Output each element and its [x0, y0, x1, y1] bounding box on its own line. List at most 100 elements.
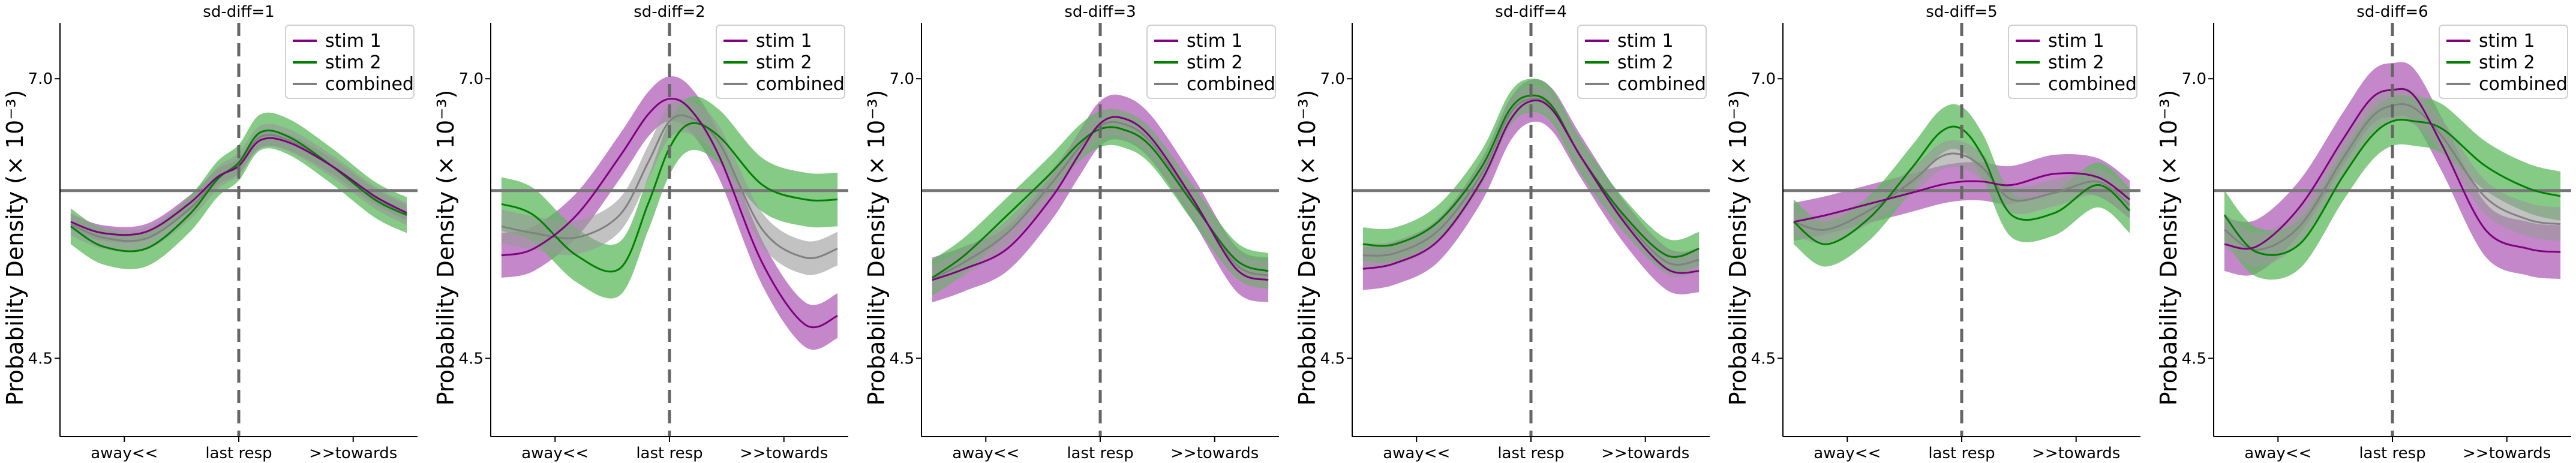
x-tick-label: last resp [1497, 444, 1564, 462]
legend-label-stim2: stim 2 [325, 52, 382, 73]
panel-title: sd-diff=1 [203, 3, 274, 21]
legend-label-stim1: stim 1 [1187, 31, 1243, 52]
y-axis-label: Probability Density (× 10⁻³) [1725, 90, 1751, 406]
confidence-bands [1362, 79, 1700, 294]
y-axis-label: Probability Density (× 10⁻³) [433, 90, 459, 406]
mean-lines [501, 98, 838, 329]
legend-label-stim1: stim 1 [2479, 31, 2535, 52]
panel-title: sd-diff=3 [1064, 3, 1136, 21]
x-tick-label: >>towards [309, 444, 397, 462]
legend-box [285, 25, 415, 99]
panel-title: sd-diff=4 [1495, 3, 1566, 21]
band-combined [2224, 87, 2561, 267]
legend-label-combined: combined [1187, 74, 1275, 95]
line-stim1 [501, 98, 838, 329]
legend-label-stim2: stim 2 [2048, 52, 2104, 73]
legend-label-stim2: stim 2 [1187, 52, 1243, 73]
x-tick-label: away<< [1383, 444, 1450, 462]
x-tick-label: last resp [205, 444, 272, 462]
panel-3: sd-diff=3 7.0 4.5 away<< last resp >>towards P… [863, 3, 1279, 462]
y-tick-label: 4.5 [1751, 350, 1776, 368]
panel-1: sd-diff=1 7.0 4.5 away<< last resp >>towards P… [2, 3, 418, 462]
band-combined [1793, 140, 2130, 243]
legend-label-stim2: stim 2 [1617, 52, 1674, 73]
y-axis-label: Probability Density (× 10⁻³) [1294, 90, 1320, 406]
x-tick-label: >>towards [2463, 444, 2551, 462]
band-combined [70, 124, 407, 252]
line-stim2 [501, 122, 838, 273]
x-tick-label: last resp [2359, 444, 2425, 462]
panel-title: sd-diff=6 [2356, 3, 2428, 21]
legend-label-combined: combined [325, 74, 414, 95]
y-tick-label: 7.0 [459, 70, 484, 88]
x-tick-label: >>towards [740, 444, 828, 462]
band-stim2 [1793, 104, 2130, 267]
legend-box [1146, 25, 1276, 99]
y-tick-label: 4.5 [1320, 350, 1345, 368]
band-stim1 [501, 76, 838, 350]
legend-label-stim1: stim 1 [325, 31, 382, 52]
legend-label-combined: combined [2048, 74, 2137, 95]
legend-label-stim1: stim 1 [2048, 31, 2104, 52]
y-axis-label: Probability Density (× 10⁻³) [2, 90, 28, 406]
panel-2: sd-diff=2 7.0 4.5 away<< last resp >>towards P… [433, 3, 848, 462]
line-stim1 [1362, 99, 1700, 274]
x-tick-label: away<< [1814, 444, 1881, 462]
line-combined [501, 114, 838, 260]
x-tick-label: away<< [91, 444, 158, 462]
y-tick-label: 4.5 [890, 350, 914, 368]
band-combined [501, 98, 838, 275]
band-stim1 [2224, 62, 2561, 279]
y-tick-label: 4.5 [2182, 350, 2206, 368]
legend-label-combined: combined [2479, 74, 2568, 95]
band-combined [932, 108, 1269, 293]
panel-6: sd-diff=6 7.0 4.5 away<< last resp >>towards P… [2155, 3, 2571, 462]
legend-box [716, 25, 845, 99]
x-tick-label: away<< [2244, 444, 2311, 462]
legend-label-stim2: stim 2 [2479, 52, 2535, 73]
legend-label-stim2: stim 2 [756, 52, 812, 73]
x-tick-label: >>towards [2032, 444, 2120, 462]
panel-title: sd-diff=2 [634, 3, 705, 21]
legend-box [2439, 25, 2568, 99]
line-stim1 [932, 116, 1269, 281]
y-axis-label: Probability Density (× 10⁻³) [863, 90, 890, 406]
line-combined [1362, 97, 1700, 266]
band-combined [1362, 86, 1700, 277]
x-tick-label: away<< [521, 444, 589, 462]
line-stim2 [70, 130, 407, 252]
x-tick-label: >>towards [1601, 444, 1689, 462]
band-stim1 [932, 94, 1269, 303]
y-tick-label: 4.5 [459, 350, 484, 368]
legend-label-stim1: stim 1 [756, 31, 812, 52]
y-tick-label: 7.0 [1751, 70, 1776, 88]
confidence-bands [501, 76, 838, 350]
panel-title: sd-diff=5 [1926, 3, 1997, 21]
legend-label-stim1: stim 1 [1617, 31, 1674, 52]
y-tick-label: 7.0 [1320, 70, 1345, 88]
legend-label-combined: combined [1617, 74, 1706, 95]
legend-box [2008, 25, 2137, 99]
x-tick-label: last resp [1067, 444, 1133, 462]
x-tick-label: away<< [952, 444, 1019, 462]
y-axis-label: Probability Density (× 10⁻³) [2155, 90, 2182, 406]
x-tick-label: last resp [636, 444, 702, 462]
line-stim2 [2223, 119, 2561, 256]
panel-4: sd-diff=4 7.0 4.5 away<< last resp >>towards P… [1294, 3, 1710, 462]
y-tick-label: 7.0 [28, 70, 53, 88]
y-tick-label: 4.5 [28, 350, 53, 368]
y-tick-label: 7.0 [2182, 70, 2206, 88]
panel-5: sd-diff=5 7.0 4.5 away<< last resp >>towards P… [1725, 3, 2140, 462]
y-tick-label: 7.0 [890, 70, 914, 88]
legend-label-combined: combined [756, 74, 845, 95]
x-tick-label: last resp [1928, 444, 1995, 462]
band-stim1 [1362, 79, 1700, 294]
legend-box [1577, 25, 1707, 99]
